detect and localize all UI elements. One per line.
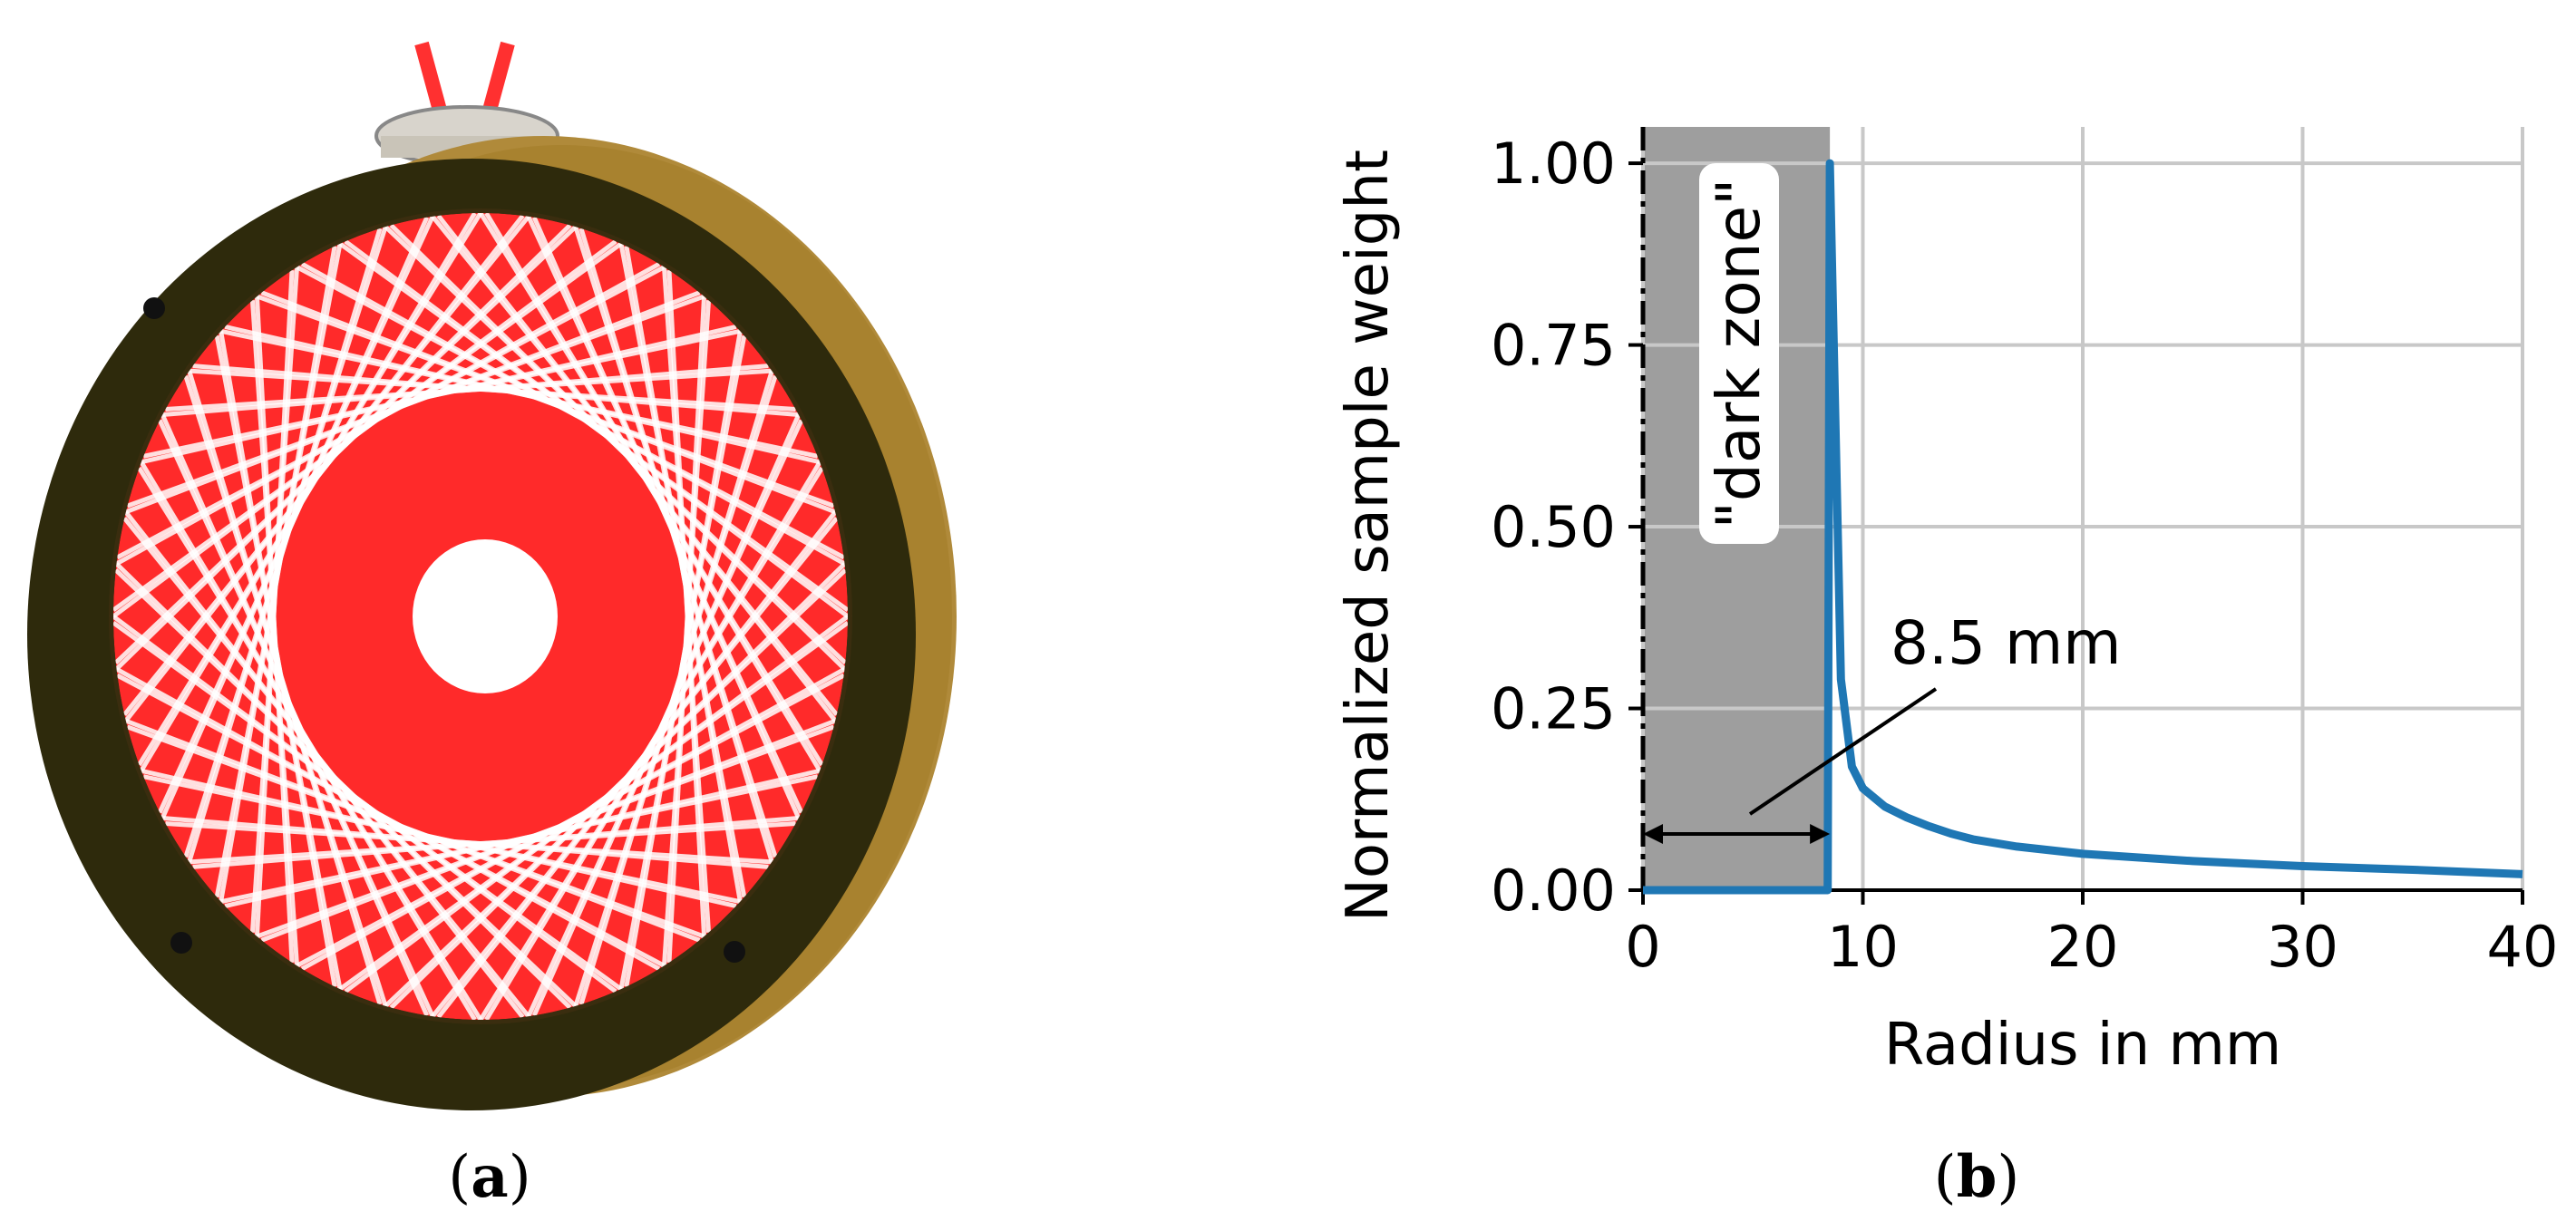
- panel-label-a: (a): [448, 1143, 530, 1211]
- x-tick-label: 0: [1625, 914, 1660, 980]
- arrowhead-left: [1643, 824, 1663, 844]
- x-tick-labels: 0 10 20 30 40: [1625, 914, 2558, 980]
- panel-label-b-letter: b: [1957, 1143, 1998, 1211]
- x-tick-label: 30: [2267, 914, 2338, 980]
- annotation-text: 8.5 mm: [1891, 608, 2122, 678]
- radius-annotation: 8.5 mm: [1643, 608, 2122, 844]
- panel-label-a-letter: a: [471, 1143, 508, 1211]
- mounting-hole: [143, 297, 165, 319]
- mounting-hole: [170, 932, 192, 954]
- dark-zone-label: "dark zone": [1699, 163, 1779, 544]
- y-axis-label: Normalized sample weight: [1335, 150, 1402, 922]
- y-tick-label: 0.00: [1491, 858, 1616, 924]
- y-tick-label: 0.25: [1491, 676, 1616, 742]
- x-tick-label: 20: [2047, 914, 2119, 980]
- y-tick-labels: 0.00 0.25 0.50 0.75 1.00: [1491, 131, 1616, 924]
- dark-zone-label-text: "dark zone": [1704, 179, 1774, 529]
- arrowhead-right: [1810, 824, 1831, 844]
- laser-chord: [389, 562, 847, 1010]
- x-tick-label: 10: [1827, 914, 1899, 980]
- x-tick-label: 40: [2487, 914, 2559, 980]
- y-tick-label: 0.75: [1491, 313, 1616, 379]
- laser-chord: [300, 261, 846, 567]
- dark-zone-label-box: [1699, 163, 1779, 544]
- y-tick-label: 0.50: [1491, 494, 1616, 560]
- panel-label-b: (b): [1934, 1143, 2020, 1211]
- y-tick-label: 1.00: [1491, 131, 1616, 197]
- leader-line: [1748, 687, 1938, 816]
- sensor-ring-illustration: [27, 41, 957, 1110]
- mounting-hole: [724, 941, 745, 963]
- central-bore: [413, 539, 558, 693]
- series-line: [1643, 159, 2523, 895]
- x-axis-label: Radius in mm: [1884, 1012, 2281, 1079]
- sample-weight-chart: "dark zone" 8.5 mm 0 10 20 30 40 0.00 0.25 0.5…: [1335, 127, 2558, 1079]
